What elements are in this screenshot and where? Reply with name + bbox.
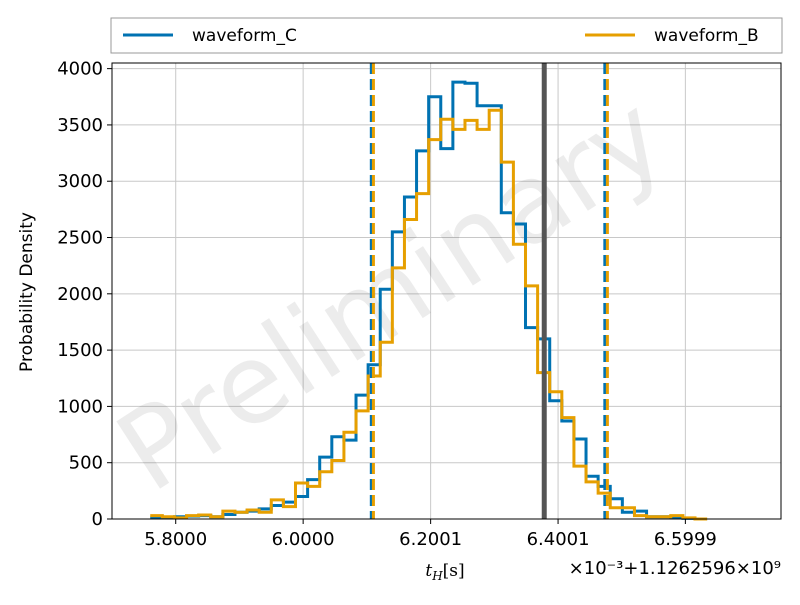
y-tick-label: 3000 [57, 171, 103, 192]
credible-interval-layer [369, 63, 609, 519]
x-axis-label-symbol: t [425, 561, 432, 581]
y-tick-label: 2000 [57, 284, 103, 305]
x-axis-label-unit: [s] [443, 561, 465, 581]
legend-frame [110, 17, 783, 54]
legend: waveform_C waveform_B [110, 17, 783, 54]
x-tick-label: 5.8000 [144, 529, 207, 550]
legend-label-waveform-b: waveform_B [654, 26, 759, 46]
histogram-step-waveform-b [150, 108, 708, 521]
y-tick-label: 500 [69, 453, 103, 474]
y-tick-label: 1500 [57, 340, 103, 361]
x-axis-offset-text: ×10⁻³+1.1262596×10⁹ [569, 558, 781, 579]
x-axis-label-subscript: H [431, 569, 443, 583]
plot-frame [111, 62, 782, 520]
y-tick-label: 4000 [57, 59, 103, 80]
y-axis-label: Probability Density [17, 212, 37, 372]
legend-label-waveform-c: waveform_C [192, 26, 297, 46]
y-tick-label: 3500 [57, 115, 103, 136]
x-tick-label: 6.5999 [654, 529, 717, 550]
y-tick-label: 1000 [57, 396, 103, 417]
y-tick-label: 0 [92, 509, 103, 530]
histogram-layer [150, 80, 708, 521]
x-tick-label: 6.0000 [272, 529, 335, 550]
tick-layer: 0 500 1000 1500 2000 2500 3000 3500 4000 5.8000 6.… [57, 59, 717, 550]
y-tick-label: 2500 [57, 228, 103, 249]
x-tick-label: 6.4001 [527, 529, 590, 550]
x-tick-label: 6.2001 [399, 529, 462, 550]
x-axis-label: tH[s] [425, 561, 464, 583]
